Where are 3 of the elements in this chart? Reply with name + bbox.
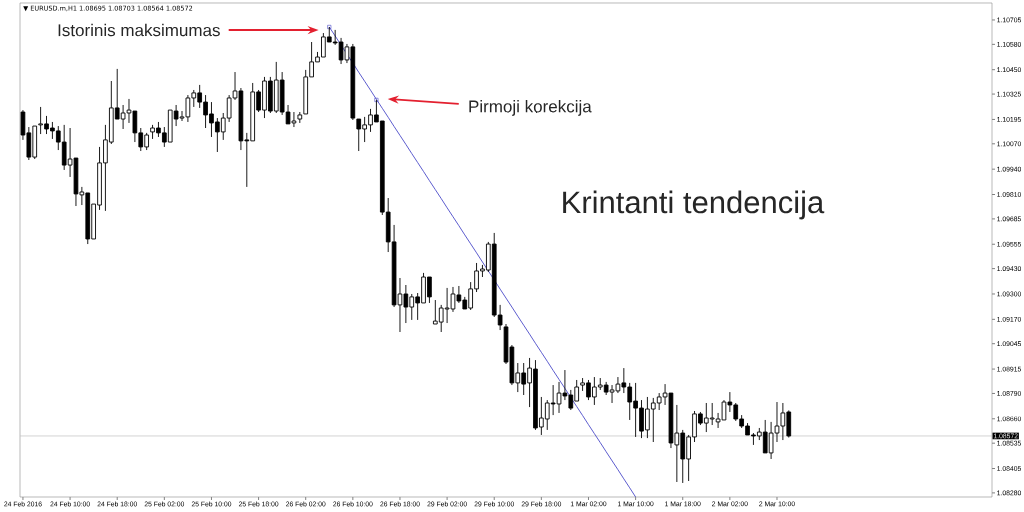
annotation: Istorinis maksimumas xyxy=(58,23,220,37)
annotation: Krintanti tendencija xyxy=(563,190,825,220)
annotation: Pirmoji korekcija xyxy=(469,100,592,116)
